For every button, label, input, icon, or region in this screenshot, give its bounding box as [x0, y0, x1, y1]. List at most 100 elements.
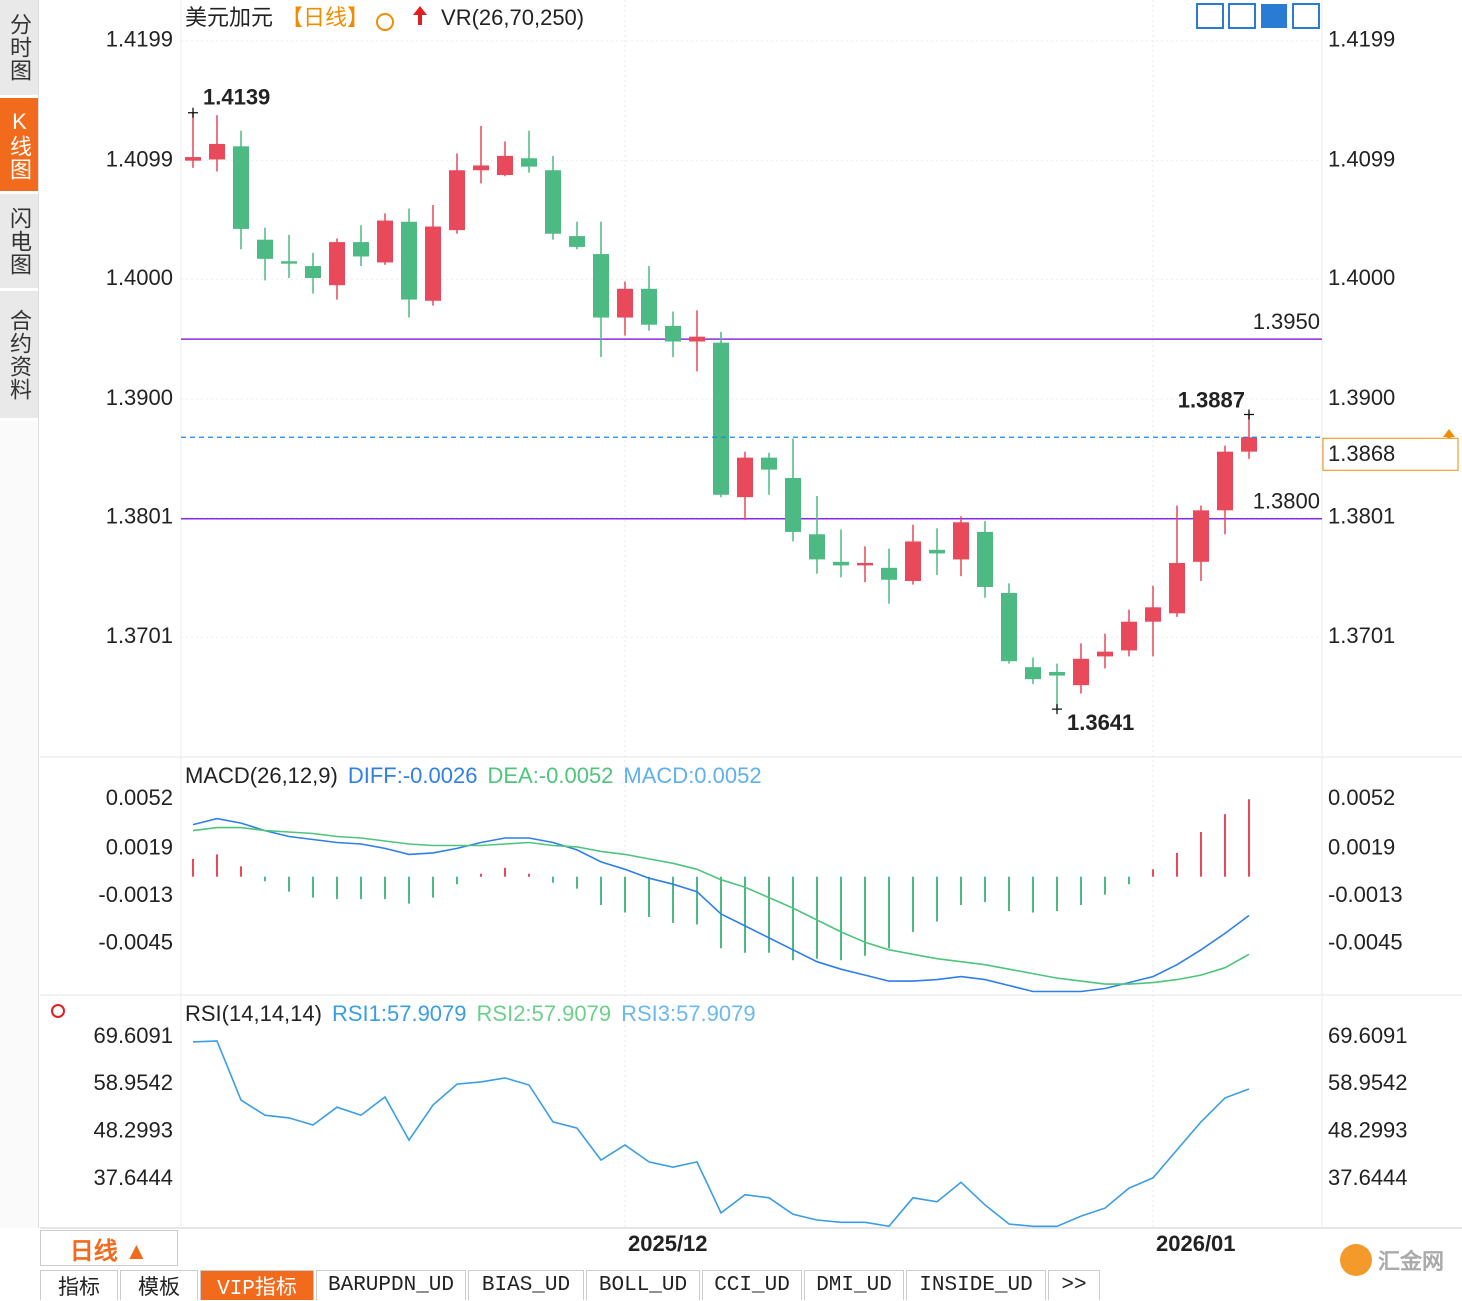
y-tick-label: 1.3701 [106, 623, 173, 648]
candle-body [281, 261, 297, 264]
header-item: 【日线】 [281, 5, 369, 30]
extreme-marker [188, 107, 198, 118]
panel-header: RSI(14,14,14) RSI1:57.9079 RSI2:57.9079 RSI… [185, 1001, 756, 1026]
indicator-tab[interactable]: INSIDE_UD [906, 1270, 1046, 1300]
toolbar-icons[interactable] [1196, 3, 1320, 29]
indicator-tab[interactable]: VIP指标 [200, 1270, 314, 1301]
candle-body [881, 567, 897, 580]
y-tick-label: 58.9542 [93, 1070, 173, 1095]
indicator-tab[interactable]: >> [1048, 1270, 1100, 1300]
panel-header: 美元加元 【日线】 VR(26,70,250) [185, 5, 584, 30]
candle-body [713, 342, 729, 495]
candle-body [761, 457, 777, 470]
candle-body [977, 531, 993, 587]
y-tick-label-right: 69.6091 [1328, 1023, 1408, 1048]
candle-body [521, 158, 537, 167]
candle-body [545, 170, 561, 234]
candle-body [833, 561, 849, 566]
candle-body [593, 254, 609, 318]
sidebar: 分时图 K线图 闪电图 合约资料 [0, 0, 39, 1228]
last-price-label: 1.3868 [1328, 441, 1395, 466]
y-tick-label-right: 37.6444 [1328, 1165, 1408, 1190]
candle-body [1025, 667, 1041, 680]
y-tick-label-right: 1.4099 [1328, 146, 1395, 171]
candle-body [809, 534, 825, 560]
period-button[interactable]: 日线 ▲ [40, 1230, 178, 1266]
header-item: DEA:-0.0052 [487, 763, 613, 788]
y-tick-label-right: -0.0013 [1328, 882, 1403, 907]
candle-body [1121, 621, 1137, 651]
candle-body [1073, 658, 1089, 686]
high-annotation: 1.4139 [203, 85, 270, 110]
candle-body [617, 288, 633, 318]
y-tick-label: 0.0052 [106, 785, 173, 810]
y-tick-label: 69.6091 [93, 1023, 173, 1048]
y-tick-label: 37.6444 [93, 1165, 173, 1190]
candle-body [449, 170, 465, 231]
candle-body [929, 549, 945, 554]
candle-body [1169, 563, 1185, 614]
indicator-tab[interactable]: 指标 [40, 1270, 118, 1301]
candle-body [1241, 437, 1257, 452]
y-tick-label-right: 1.4000 [1328, 265, 1395, 290]
series-line [192, 817, 1250, 993]
header-item: VR(26,70,250) [441, 5, 584, 30]
header-item: MACD(26,12,9) [185, 763, 338, 788]
candle-body [257, 239, 273, 259]
y-tick-label: 0.0019 [106, 834, 173, 859]
y-tick-label-right: -0.0045 [1328, 930, 1403, 955]
header-item: 美元加元 [185, 5, 273, 30]
indicator-tab[interactable]: BOLL_UD [586, 1270, 700, 1300]
candle-body [401, 221, 417, 300]
add-icon[interactable] [376, 13, 394, 31]
candle-body [425, 226, 441, 301]
series-line [192, 1040, 1250, 1228]
candle-body [377, 220, 393, 263]
y-tick-label: 1.3900 [106, 385, 173, 410]
candle-body [185, 157, 201, 161]
header-item: DIFF:-0.0026 [348, 763, 478, 788]
indicator-tab[interactable]: BIAS_UD [468, 1270, 584, 1300]
logo-text: 汇金网 [1378, 1249, 1445, 1274]
header-item: MACD:0.0052 [623, 763, 761, 788]
candle-body [1193, 510, 1209, 562]
sidebar-tab[interactable]: 闪电图 [0, 194, 38, 291]
y-tick-label-right: 0.0052 [1328, 785, 1395, 810]
header-item: RSI3:57.9079 [621, 1001, 756, 1026]
indicator-tab[interactable]: 模板 [120, 1270, 198, 1301]
header-item: RSI(14,14,14) [185, 1001, 322, 1026]
candle-body [1049, 671, 1065, 676]
logo: 汇金网 [1340, 1242, 1444, 1278]
candle-body [209, 143, 225, 160]
header-item: RSI1:57.9079 [332, 1001, 467, 1026]
candle-body [329, 242, 345, 286]
sidebar-tab[interactable]: 分时图 [0, 0, 38, 98]
y-tick-label: 48.2993 [93, 1117, 173, 1142]
y-tick-label-right: 1.3900 [1328, 385, 1395, 410]
y-tick-label: 1.4000 [106, 265, 173, 290]
y-tick-label: 1.3801 [106, 503, 173, 528]
series-line [192, 826, 1250, 985]
candle-body [737, 457, 753, 498]
level-label: 1.3800 [1253, 489, 1320, 514]
indicator-tab[interactable]: CCI_UD [702, 1270, 802, 1300]
last-price-box [1322, 437, 1459, 471]
indicator-tab[interactable]: DMI_UD [804, 1270, 904, 1300]
y-tick-label: -0.0045 [98, 930, 173, 955]
sidebar-tab[interactable]: K线图 [0, 98, 38, 194]
candle-body [473, 165, 489, 171]
candle-body [305, 266, 321, 279]
y-tick-label-right: 1.3701 [1328, 623, 1395, 648]
extreme-marker [1244, 409, 1254, 420]
sidebar-tab[interactable]: 合约资料 [0, 291, 38, 421]
candle-body [353, 242, 369, 257]
candle-body [1145, 607, 1161, 622]
settings-icon[interactable] [51, 1004, 65, 1018]
y-tick-label-right: 1.3801 [1328, 503, 1395, 528]
indicator-tab[interactable]: BARUPDN_UD [316, 1270, 466, 1300]
indicator-tabs: 指标 模板 VIP指标 BARUPDN_UD BIAS_UD BOLL_UD CCI_UD D… [40, 1270, 1102, 1301]
candle-body [1097, 651, 1113, 657]
candle-body [953, 522, 969, 560]
